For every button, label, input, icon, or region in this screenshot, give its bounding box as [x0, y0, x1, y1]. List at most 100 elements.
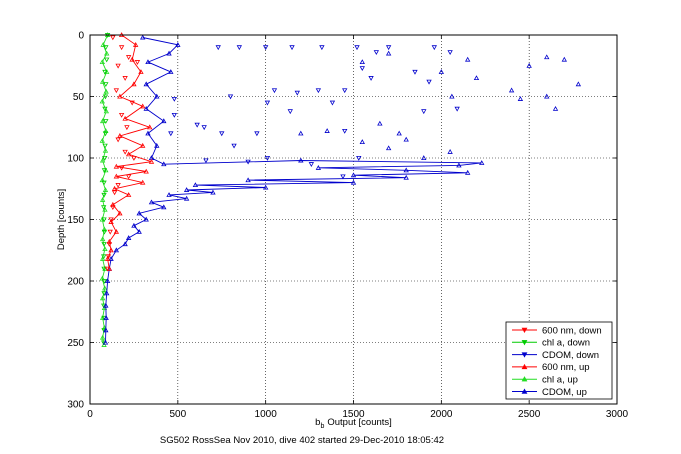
- series-cdom-up: [102, 34, 582, 345]
- data-point: [125, 174, 132, 180]
- data-point: [329, 100, 336, 106]
- data-point: [101, 242, 107, 247]
- x-tick-label: 2000: [430, 409, 453, 420]
- data-point: [385, 45, 392, 51]
- data-point: [132, 42, 139, 47]
- data-point: [99, 216, 105, 222]
- legend-marker: [521, 388, 528, 394]
- data-point: [227, 94, 234, 100]
- data-point: [111, 190, 118, 196]
- y-tick-label: 100: [67, 154, 84, 165]
- data-point: [236, 45, 242, 51]
- data-point: [140, 142, 146, 148]
- x-tick-label: 0: [87, 409, 93, 420]
- data-point: [99, 59, 105, 65]
- data-point: [108, 247, 114, 253]
- y-tick-label: 150: [67, 215, 84, 226]
- x-tick-label: 1000: [255, 409, 278, 420]
- data-point: [103, 327, 109, 333]
- data-point: [129, 100, 135, 106]
- data-point: [115, 183, 121, 188]
- series-line: [105, 37, 482, 343]
- data-point: [101, 192, 107, 198]
- data-point: [315, 165, 322, 170]
- data-point: [143, 168, 149, 174]
- series-line: [107, 34, 152, 269]
- data-point: [102, 155, 108, 161]
- data-point: [104, 57, 110, 63]
- data-point: [104, 290, 110, 296]
- data-point: [154, 93, 160, 99]
- data-point: [315, 88, 322, 94]
- axis-ticks: 0 500 1000 1500 2000 2500 3000 0 50 100 150 200 250 3…: [67, 31, 628, 421]
- data-point: [102, 187, 109, 192]
- x-axis-label: bb Output [counts]: [315, 417, 392, 430]
- data-point: [465, 169, 471, 175]
- data-point: [115, 137, 121, 143]
- data-point: [431, 45, 437, 51]
- data-point: [561, 56, 567, 62]
- data-point: [342, 128, 348, 134]
- data-point: [456, 162, 462, 168]
- data-point: [271, 88, 278, 94]
- data-point: [147, 124, 153, 130]
- data-point: [102, 246, 108, 252]
- data-marks: [99, 32, 582, 347]
- data-point: [113, 228, 120, 234]
- data-point: [99, 295, 106, 301]
- data-point: [106, 238, 113, 244]
- data-point: [350, 179, 357, 185]
- data-point: [105, 254, 112, 260]
- data-point: [161, 161, 167, 167]
- data-point: [101, 180, 107, 186]
- data-point: [148, 158, 155, 164]
- data-point: [122, 115, 128, 121]
- data-point: [104, 278, 111, 284]
- data-point: [103, 108, 110, 114]
- data-point: [106, 242, 113, 247]
- data-point: [129, 56, 135, 62]
- legend-label: CDOM, up: [542, 387, 587, 398]
- data-point: [166, 192, 172, 197]
- data-point: [131, 155, 137, 161]
- data-point: [113, 163, 120, 169]
- x-tick-label: 1500: [342, 409, 365, 420]
- x-axis-label-prefix: b: [315, 417, 320, 428]
- data-point: [102, 131, 109, 137]
- data-point: [254, 131, 260, 137]
- data-point: [354, 45, 360, 51]
- data-point: [359, 66, 365, 72]
- data-point: [154, 142, 160, 148]
- data-point: [104, 69, 110, 74]
- legend-label: chl a, up: [542, 375, 578, 386]
- data-point: [447, 50, 453, 56]
- data-point: [134, 60, 141, 65]
- series-line: [101, 34, 109, 346]
- data-point: [108, 256, 114, 261]
- data-point: [465, 56, 471, 62]
- data-point: [403, 136, 409, 142]
- data-point: [113, 88, 120, 94]
- data-point: [447, 149, 453, 154]
- data-point: [215, 45, 221, 51]
- legend-item: CDOM, down: [512, 350, 599, 361]
- data-point: [396, 130, 402, 136]
- data-point: [110, 201, 116, 207]
- data-point: [517, 96, 524, 101]
- data-point: [117, 133, 123, 138]
- data-point: [102, 94, 109, 100]
- data-point: [104, 266, 111, 272]
- data-point: [161, 204, 167, 210]
- data-point: [287, 109, 293, 115]
- y-tick-label: 200: [67, 277, 84, 288]
- data-point: [125, 151, 132, 157]
- data-point: [201, 125, 207, 131]
- data-point: [508, 87, 515, 93]
- data-point: [192, 182, 199, 188]
- data-point: [264, 155, 271, 161]
- data-point: [342, 88, 348, 94]
- legend-label: chl a, down: [542, 338, 590, 349]
- data-point: [194, 122, 200, 128]
- y-tick-label: 250: [67, 338, 84, 349]
- data-point: [359, 59, 365, 65]
